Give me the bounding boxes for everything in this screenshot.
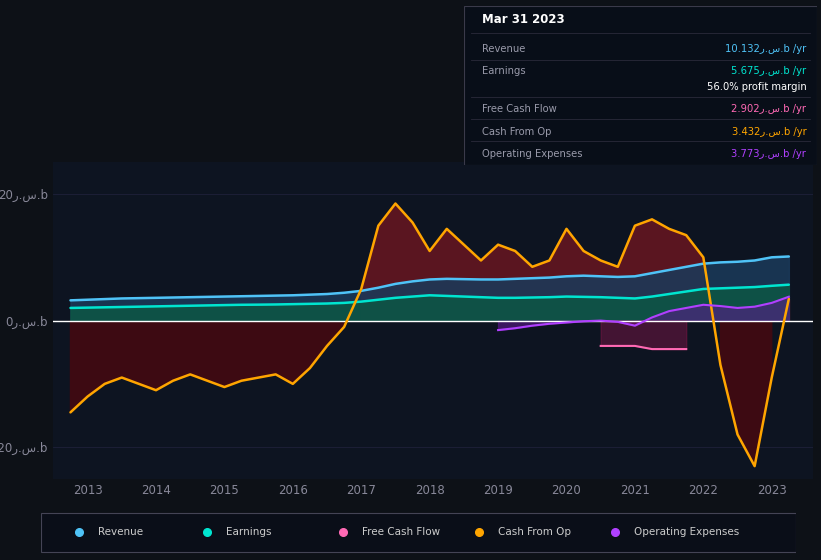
- Text: Earnings: Earnings: [481, 66, 525, 76]
- Text: Cash From Op: Cash From Op: [498, 527, 571, 537]
- Text: 5.675ر.س.b /yr: 5.675ر.س.b /yr: [732, 66, 806, 76]
- Text: Free Cash Flow: Free Cash Flow: [362, 527, 440, 537]
- Text: 2.902ر.س.b /yr: 2.902ر.س.b /yr: [732, 104, 806, 114]
- Text: Cash From Op: Cash From Op: [481, 127, 551, 137]
- Text: Operating Expenses: Operating Expenses: [634, 527, 739, 537]
- Text: Mar 31 2023: Mar 31 2023: [481, 13, 564, 26]
- FancyBboxPatch shape: [464, 6, 817, 165]
- Text: 3.432ر.س.b /yr: 3.432ر.س.b /yr: [732, 127, 806, 137]
- Text: Earnings: Earnings: [226, 527, 272, 537]
- Text: 10.132ر.س.b /yr: 10.132ر.س.b /yr: [725, 44, 806, 54]
- Text: Revenue: Revenue: [481, 44, 525, 54]
- FancyBboxPatch shape: [41, 513, 796, 552]
- Text: 3.773ر.س.b /yr: 3.773ر.س.b /yr: [732, 149, 806, 159]
- Text: Free Cash Flow: Free Cash Flow: [481, 104, 557, 114]
- Text: 56.0% profit margin: 56.0% profit margin: [707, 82, 806, 92]
- Text: Revenue: Revenue: [98, 527, 143, 537]
- Text: Operating Expenses: Operating Expenses: [481, 149, 582, 159]
